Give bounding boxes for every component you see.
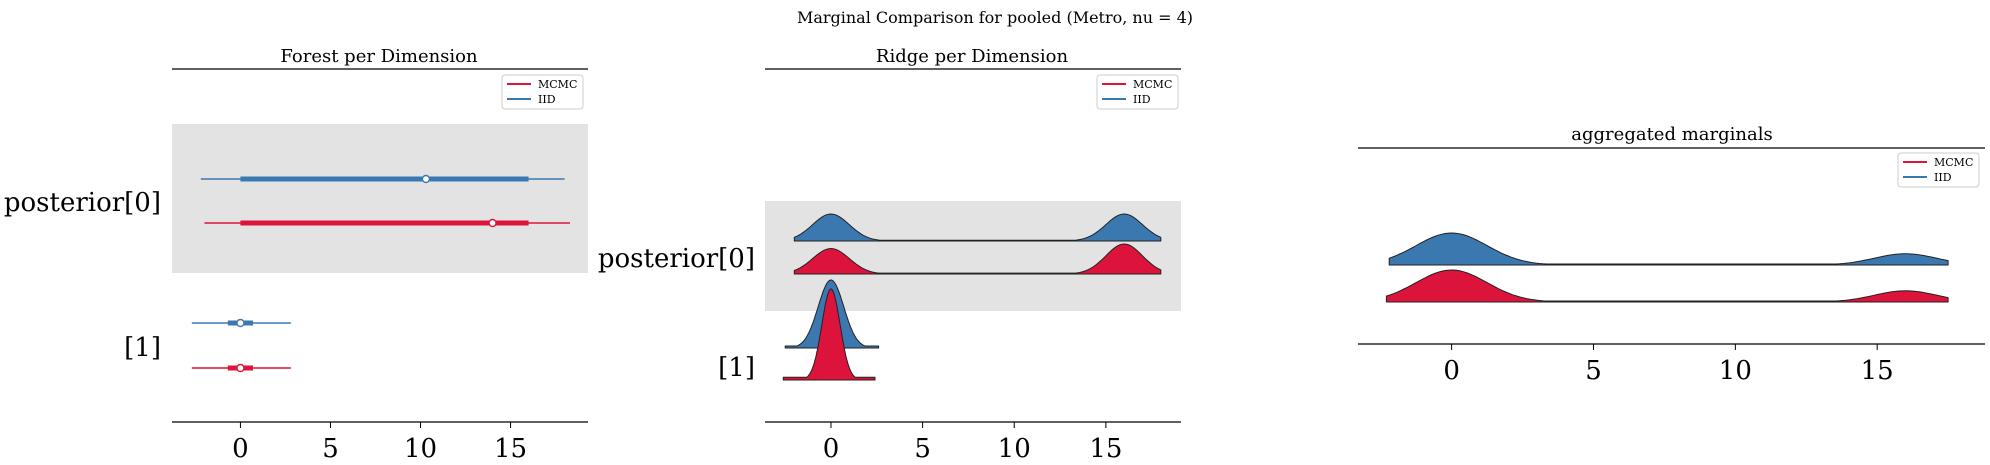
forest-iid-row0-median-point — [421, 174, 431, 184]
ridge-marks — [782, 213, 1162, 381]
forest-marks — [191, 174, 570, 373]
aggregated-title: aggregated marginals — [1571, 124, 1772, 145]
ridge-iid-row0-density — [793, 213, 1162, 242]
ridge-legend-mcmc-label: MCMC — [1133, 78, 1172, 91]
ridge-ylabel-posterior0: posterior[0] — [598, 244, 755, 274]
aggregated-xtick-label-10: 10 — [1719, 356, 1752, 386]
aggregated-legend: MCMC IID — [1897, 152, 1980, 188]
forest-ylabel-posterior0: posterior[0] — [4, 188, 161, 218]
aggregated-xtick-label-15: 15 — [1861, 356, 1894, 386]
aggregated-legend-iid-label: IID — [1934, 171, 1952, 184]
forest-title: Forest per Dimension — [280, 46, 478, 67]
forest-shade-posterior0 — [172, 124, 588, 273]
forest-xtick-label-0: 0 — [232, 434, 249, 464]
forest-legend-mcmc-label: MCMC — [538, 78, 577, 91]
ridge-xtick-label-10: 10 — [998, 434, 1031, 464]
aggregated-panel: aggregated marginals 0 5 10 15 MCMC IID — [1358, 124, 1985, 386]
forest-legend: MCMC IID — [501, 74, 584, 110]
aggregated-mcmc-density — [1385, 269, 1949, 303]
ridge-xtick-label-15: 15 — [1089, 434, 1122, 464]
aggregated-legend-mcmc-label: MCMC — [1934, 156, 1973, 169]
figure-suptitle: Marginal Comparison for pooled (Metro, n… — [797, 8, 1193, 27]
forest-mcmc-row0-median-point — [488, 218, 497, 228]
forest-mcmc-row1-median-point — [236, 363, 245, 373]
ridge-title: Ridge per Dimension — [876, 46, 1069, 67]
ridge-panel: Ridge per Dimension posterior[0] [1] 0 5 1… — [598, 46, 1181, 464]
aggregated-ticks: 0 5 10 15 — [1443, 344, 1894, 386]
ridge-xtick-label-0: 0 — [823, 434, 840, 464]
aggregated-xtick-label-0: 0 — [1443, 356, 1460, 386]
ridge-ylabel-1: [1] — [718, 353, 755, 383]
aggregated-marks — [1385, 232, 1949, 303]
ridge-legend: MCMC IID — [1096, 74, 1179, 110]
ridge-mcmc-row0-density — [793, 243, 1162, 275]
forest-xtick-label-5: 5 — [322, 434, 339, 464]
forest-panel: Forest per Dimension posterior[0] [1] 0 5… — [4, 46, 588, 464]
forest-xtick-label-10: 10 — [404, 434, 437, 464]
aggregated-xtick-label-5: 5 — [1585, 356, 1602, 386]
ridge-ticks: 0 5 10 15 — [823, 422, 1122, 464]
aggregated-iid-density — [1388, 232, 1949, 266]
forest-ylabel-1: [1] — [124, 333, 161, 363]
forest-xtick-label-15: 15 — [494, 434, 527, 464]
forest-ticks: 0 5 10 15 — [232, 422, 527, 464]
ridge-mcmc-row1-density — [782, 288, 876, 381]
ridge-xtick-label-5: 5 — [914, 434, 931, 464]
forest-iid-row1-median-point — [236, 318, 245, 328]
ridge-legend-iid-label: IID — [1133, 93, 1151, 106]
forest-legend-iid-label: IID — [538, 93, 556, 106]
